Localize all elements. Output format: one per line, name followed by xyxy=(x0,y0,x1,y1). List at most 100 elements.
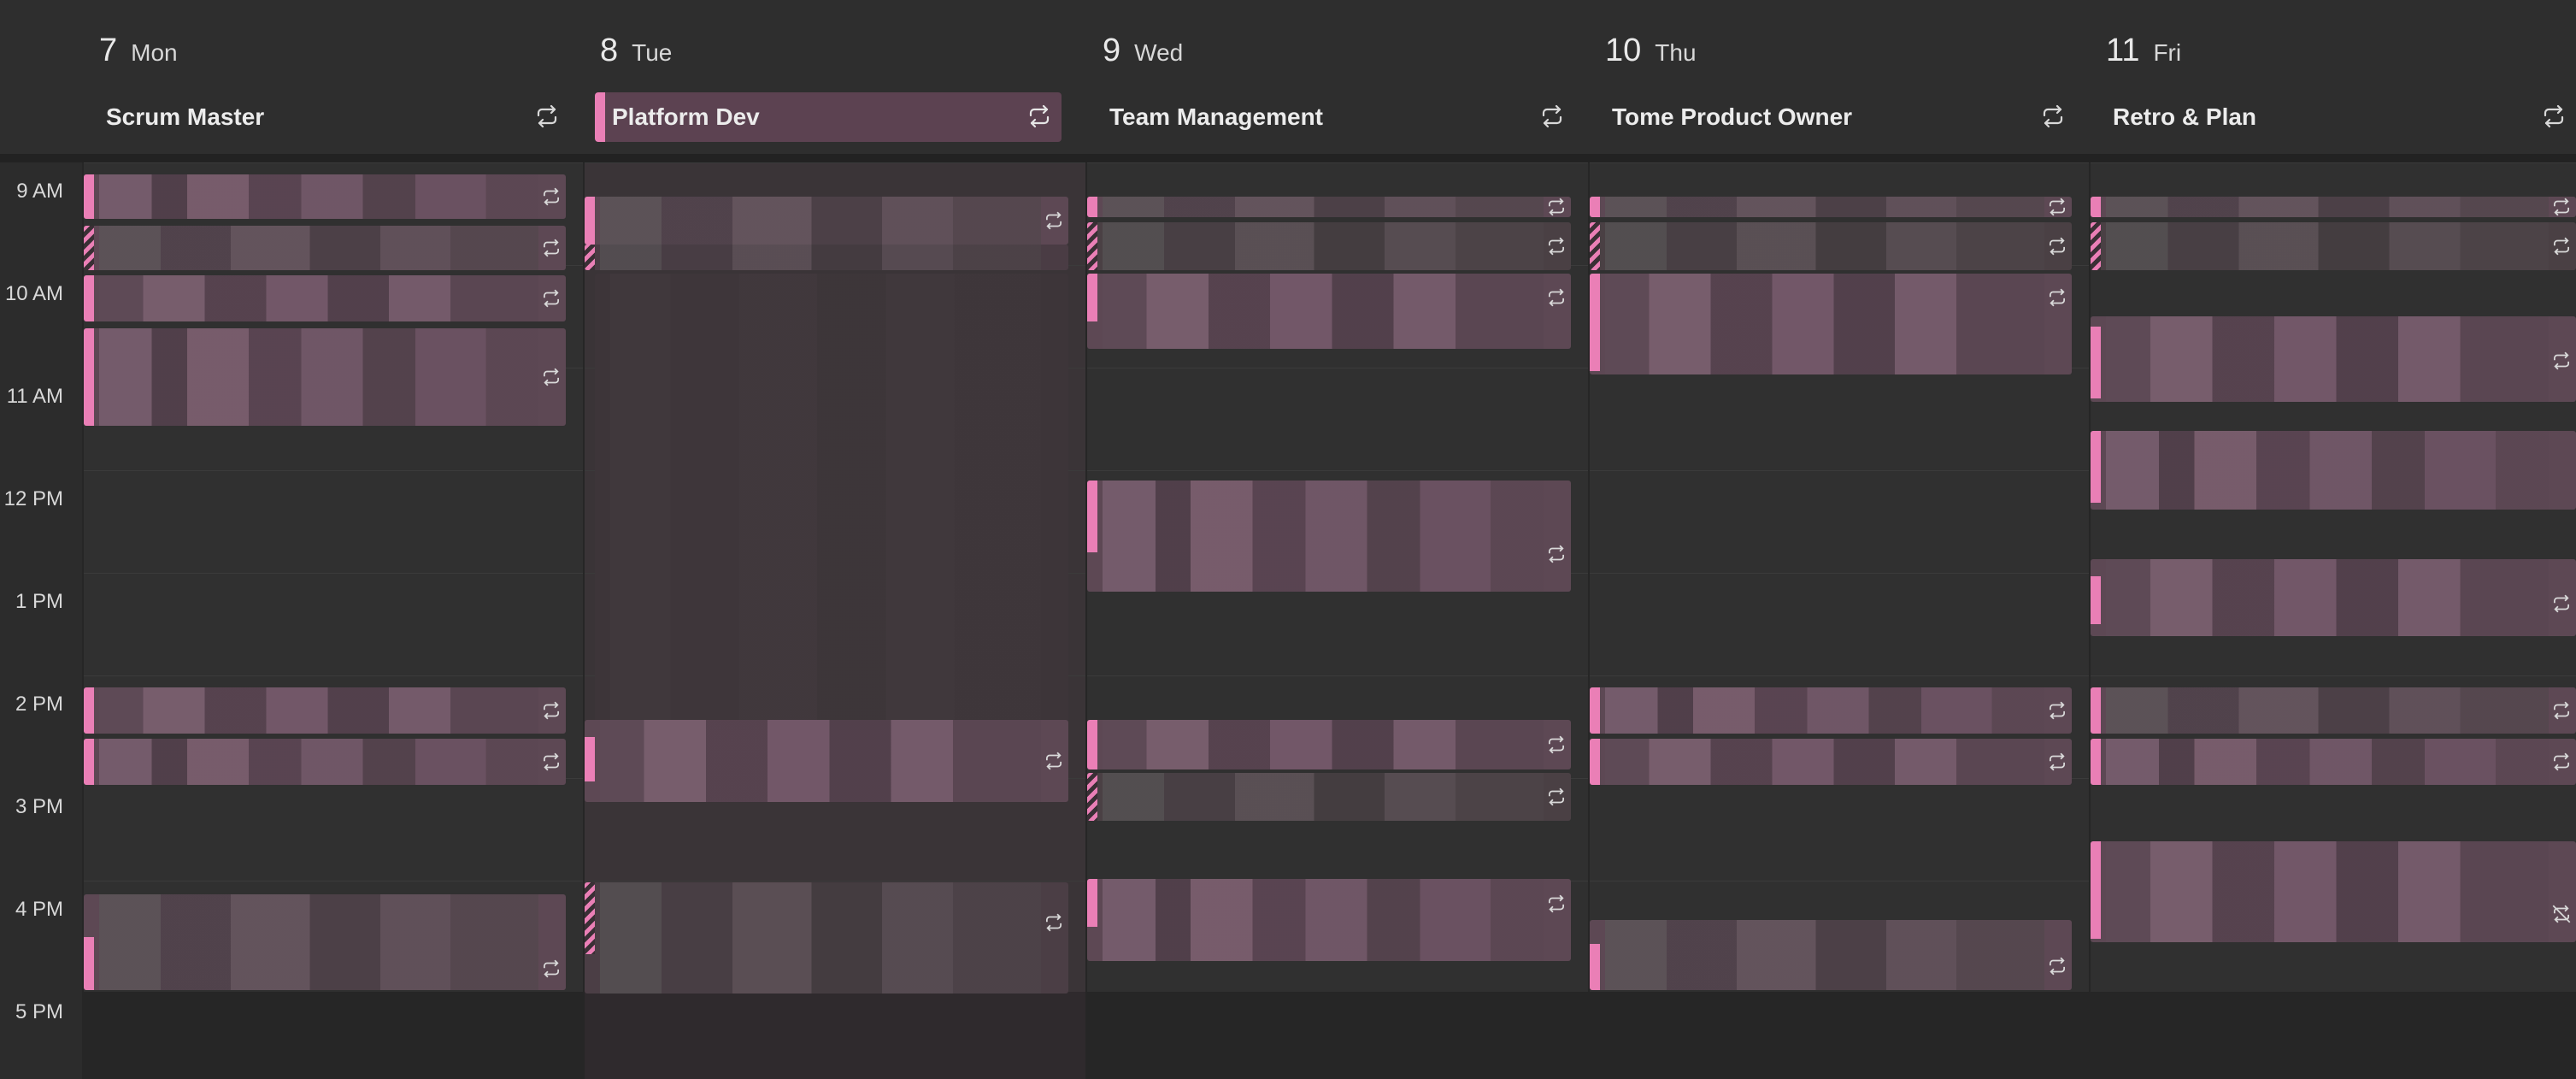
day-header-fri[interactable]: 11 Fri Retro & Plan xyxy=(2089,0,2576,154)
calendar-event[interactable] xyxy=(84,226,566,270)
repeat-icon xyxy=(2553,237,2570,256)
time-label: 1 PM xyxy=(15,590,63,613)
day-name: Fri xyxy=(2153,39,2182,66)
calendar-event[interactable] xyxy=(1590,274,2072,374)
event-stripe-tentative xyxy=(84,226,94,270)
calendar-event[interactable] xyxy=(585,245,1068,270)
day-name: Wed xyxy=(1134,39,1184,66)
calendar-event[interactable] xyxy=(2091,431,2576,510)
calendar-event[interactable] xyxy=(1087,720,1571,769)
day-date: 11 Fri xyxy=(2106,32,2181,69)
calendar-event[interactable] xyxy=(2091,841,2576,942)
all-day-event-scrum-master[interactable]: Scrum Master xyxy=(94,92,569,142)
event-content-redacted xyxy=(2106,739,2549,785)
event-stripe xyxy=(2091,687,2101,734)
hour-gridline xyxy=(1590,470,2089,471)
event-content-redacted xyxy=(1103,720,1544,769)
event-stripe xyxy=(585,737,595,781)
calendar-event[interactable] xyxy=(585,882,1068,994)
header-divider xyxy=(0,154,2576,162)
calendar-event-long[interactable] xyxy=(595,274,1068,787)
calendar-event[interactable] xyxy=(84,894,566,990)
event-stripe-tentative xyxy=(1087,773,1097,821)
calendar-event[interactable] xyxy=(1087,197,1571,217)
calendar-event[interactable] xyxy=(1087,274,1571,349)
calendar-event[interactable] xyxy=(585,720,1068,802)
day-number: 9 xyxy=(1103,32,1121,68)
calendar-event[interactable] xyxy=(2091,739,2576,785)
day-column-mon[interactable] xyxy=(82,162,583,1079)
day-column-fri[interactable] xyxy=(2089,162,2576,1079)
day-header-mon[interactable]: 7 Mon Scrum Master xyxy=(82,0,583,154)
event-stripe xyxy=(585,197,595,245)
event-content-redacted xyxy=(1605,920,2044,990)
calendar-event[interactable] xyxy=(2091,316,2576,402)
calendar-event[interactable] xyxy=(1590,920,2072,990)
calendar-event[interactable] xyxy=(2091,687,2576,734)
day-number: 7 xyxy=(99,32,118,68)
after-hours-region xyxy=(585,992,1085,1079)
calendar-event[interactable] xyxy=(84,275,566,321)
calendar-event[interactable] xyxy=(2091,197,2576,217)
event-stripe xyxy=(1087,879,1097,927)
event-stripe xyxy=(84,687,94,734)
calendar-event[interactable] xyxy=(1590,739,2072,785)
event-content-redacted xyxy=(99,328,538,426)
repeat-icon xyxy=(543,752,560,771)
calendar-event[interactable] xyxy=(1087,222,1571,270)
event-stripe-tentative xyxy=(1590,222,1600,270)
all-day-event-retro-plan[interactable]: Retro & Plan xyxy=(2101,92,2576,142)
day-date: 8 Tue xyxy=(600,32,672,69)
after-hours-region xyxy=(84,992,583,1079)
calendar-event[interactable] xyxy=(1087,879,1571,961)
calendar-event[interactable] xyxy=(84,739,566,785)
day-header-tue[interactable]: 8 Tue Platform Dev xyxy=(583,0,1085,154)
calendar-event[interactable] xyxy=(1590,222,2072,270)
day-column-thu[interactable] xyxy=(1588,162,2089,1079)
event-content-redacted xyxy=(99,739,538,785)
day-header-thu[interactable]: 10 Thu Tome Product Owner xyxy=(1588,0,2089,154)
event-stripe xyxy=(84,937,94,990)
calendar-event[interactable] xyxy=(1087,481,1571,592)
event-stripe xyxy=(2091,197,2101,217)
repeat-icon xyxy=(1548,787,1565,806)
event-content-redacted xyxy=(1103,773,1544,821)
day-column-wed[interactable] xyxy=(1085,162,1588,1079)
time-label: 11 AM xyxy=(6,385,63,408)
day-date: 9 Wed xyxy=(1103,32,1183,69)
event-stripe-tentative xyxy=(585,882,595,954)
repeat-icon xyxy=(543,701,560,720)
day-name: Thu xyxy=(1655,39,1697,66)
calendar-event[interactable] xyxy=(2091,222,2576,270)
event-stripe-tentative xyxy=(585,245,595,270)
calendar-event[interactable] xyxy=(2091,559,2576,636)
event-content-redacted xyxy=(2106,222,2549,270)
all-day-event-tome-product-owner[interactable]: Tome Product Owner xyxy=(1600,92,2075,142)
repeat-icon xyxy=(1029,104,1050,128)
event-stripe xyxy=(1590,944,1600,990)
all-day-event-title: Platform Dev xyxy=(612,103,760,130)
calendar-event[interactable] xyxy=(84,328,566,426)
event-content-redacted xyxy=(600,720,1041,802)
calendar-event[interactable] xyxy=(84,687,566,734)
calendar-event[interactable] xyxy=(1590,687,2072,734)
day-header-wed[interactable]: 9 Wed Team Management xyxy=(1085,0,1588,154)
event-stripe xyxy=(1087,720,1097,769)
calendar-event[interactable] xyxy=(585,197,1068,245)
calendar-event[interactable] xyxy=(84,174,566,219)
calendar-event[interactable] xyxy=(1590,197,2072,217)
repeat-icon xyxy=(2553,701,2570,720)
event-content-redacted xyxy=(1103,222,1544,270)
event-stripe xyxy=(84,275,94,321)
repeat-icon xyxy=(543,959,560,978)
calendar-event[interactable] xyxy=(1087,773,1571,821)
event-stripe xyxy=(84,328,94,426)
event-content-redacted xyxy=(1103,197,1544,217)
event-stripe-tentative xyxy=(2091,222,2101,270)
all-day-event-platform-dev[interactable]: Platform Dev xyxy=(595,92,1062,142)
event-content-redacted xyxy=(99,275,538,321)
day-column-tue[interactable] xyxy=(583,162,1085,1079)
event-content-redacted xyxy=(600,197,1041,245)
all-day-event-team-management[interactable]: Team Management xyxy=(1097,92,1574,142)
